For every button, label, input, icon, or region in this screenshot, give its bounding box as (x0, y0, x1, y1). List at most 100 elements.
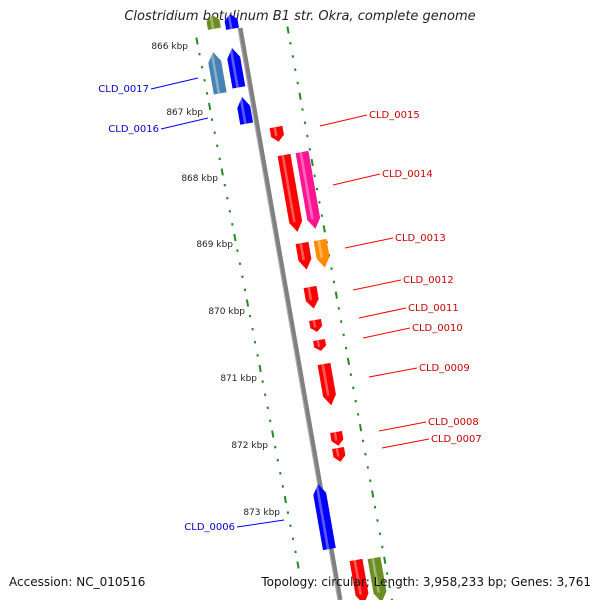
gene-label[interactable]: CLD_0017 (98, 84, 149, 95)
gene-cld0014-a-body (277, 153, 303, 232)
major-tick (346, 357, 351, 366)
major-tick (286, 26, 290, 34)
labels-layer: 866 kbp 867 kbp 868 kbp 869 kbp 870 kbp 871 k… (98, 42, 481, 533)
gene-cld0007-shade (335, 448, 340, 457)
gene-cld0017-b-body (227, 48, 246, 89)
gene-leader-line (344, 237, 394, 249)
gene-cld0013-a (295, 241, 312, 270)
gene-cld0015 (269, 125, 284, 142)
gene-cld0011-shade (312, 320, 317, 328)
major-tick (296, 561, 300, 569)
gene-bottom-red (349, 558, 369, 600)
gene-label[interactable]: CLD_0012 (403, 275, 454, 286)
scale-label: 870 kbp (208, 307, 245, 317)
gene-top-olive-shade (209, 15, 215, 30)
gene-cld0014-b-body (295, 150, 321, 229)
gene-cld0013-b (313, 238, 330, 268)
major-tick (298, 92, 302, 100)
scale-label: 871 kbp (220, 374, 257, 384)
gene-leader-line (160, 117, 209, 130)
gene-cld0006-body (313, 484, 336, 551)
gene-cld0008-body (330, 430, 344, 446)
gene-cld0012 (303, 285, 319, 309)
gene-label[interactable]: CLD_0015 (369, 110, 420, 121)
gene-top-olive (206, 15, 221, 30)
gene-cld0015-shade (273, 126, 278, 137)
scale-label: 873 kbp (243, 508, 280, 518)
gene-cld0017-b (227, 47, 246, 89)
gene-cld0008-shade (333, 432, 338, 441)
gene-label[interactable]: CLD_0016 (108, 124, 159, 135)
gene-cld0013-b-body (313, 238, 330, 268)
gene-label[interactable]: CLD_0011 (408, 303, 459, 314)
gene-label[interactable]: CLD_0006 (184, 522, 235, 533)
scale-label: 866 kbp (151, 42, 188, 52)
gene-cld0016-body (237, 97, 254, 125)
gene-cld0014-a-shade (281, 154, 296, 223)
gene-label[interactable]: CLD_0010 (412, 323, 463, 334)
gene-bottom-red-shade (353, 559, 363, 595)
gene-bottom-olive-body (367, 556, 387, 600)
gene-cld0013-b-shade (317, 239, 324, 259)
gene-leader-line (358, 307, 407, 319)
gene-cld0009-body (317, 362, 336, 406)
gene-cld0010-shade (316, 340, 321, 347)
gene-label[interactable]: CLD_0008 (428, 417, 479, 428)
gene-top-blue-shade (227, 13, 233, 30)
scale-label: 868 kbp (181, 174, 218, 184)
major-tick (358, 424, 363, 432)
gene-cld0014-b (295, 150, 321, 229)
major-tick (383, 556, 387, 564)
gene-cld0014-b-shade (299, 151, 314, 220)
major-tick (233, 233, 237, 242)
major-tick (258, 364, 262, 373)
major-tick (322, 225, 326, 233)
gene-label[interactable]: CLD_0007 (431, 434, 482, 445)
gene-cld0011-body (309, 318, 323, 332)
scale-label: 869 kbp (196, 240, 233, 250)
gene-cld0007-body (332, 446, 346, 462)
gene-label[interactable]: CLD_0009 (419, 363, 470, 374)
accession-label: Accession: NC_010516 (9, 575, 146, 589)
gene-cld0016-shade (239, 96, 247, 125)
gene-label[interactable]: CLD_0014 (382, 169, 433, 180)
gene-leader-line (368, 367, 418, 378)
major-tick (371, 490, 375, 498)
gene-cld0012-body (303, 285, 319, 309)
gene-cld0014-a (277, 153, 303, 232)
gene-cld0008 (330, 430, 344, 446)
gene-leader-line (150, 77, 199, 90)
gene-leader-line (319, 114, 368, 127)
gene-cld0012-shade (307, 286, 313, 301)
major-tick (208, 102, 212, 111)
gene-leader-line (352, 279, 402, 291)
gene-leader-line (381, 438, 430, 449)
topology-label: Topology: circular; Length: 3,958,233 bp… (261, 575, 591, 589)
scale-label: 867 kbp (166, 108, 203, 118)
gene-cld0016 (237, 96, 254, 125)
major-tick (334, 291, 338, 299)
gene-cld0015-body (269, 125, 284, 142)
gene-cld0013-a-body (295, 241, 312, 270)
gene-label[interactable]: CLD_0013 (395, 233, 446, 244)
major-tick (310, 158, 314, 167)
gene-bottom-olive-shade (371, 557, 381, 593)
gene-leader-line (378, 421, 427, 432)
gene-top-blue-body (224, 14, 239, 30)
gene-cld0010 (313, 338, 327, 351)
gene-cld0009-shade (321, 363, 330, 396)
gene-top-blue (224, 13, 239, 30)
gene-bottom-olive (367, 556, 387, 600)
gene-cld0009 (317, 362, 336, 406)
gene-cld0017-a (208, 51, 227, 95)
gene-leader-line (236, 519, 285, 528)
gene-cld0017-a-shade (210, 51, 221, 94)
gene-cld0007 (332, 446, 346, 462)
gene-leader-line (332, 173, 381, 186)
gene-cld0006-shade (315, 483, 330, 550)
gene-leader-line (362, 327, 411, 339)
gene-bottom-red-body (349, 558, 369, 600)
major-tick (195, 37, 199, 45)
major-tick (220, 168, 224, 176)
